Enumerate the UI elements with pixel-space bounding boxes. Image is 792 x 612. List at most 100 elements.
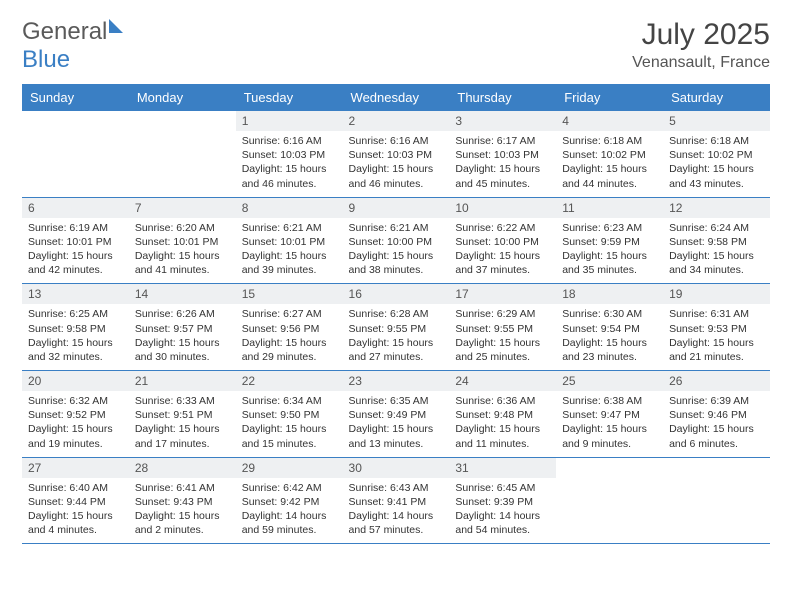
day-number: 3 <box>449 111 556 131</box>
sunset: Sunset: 9:43 PM <box>135 495 230 509</box>
daylight: Daylight: 15 hours and 45 minutes. <box>455 162 550 190</box>
logo-general: General <box>22 18 107 45</box>
sunrise: Sunrise: 6:21 AM <box>349 221 444 235</box>
week-row: 1Sunrise: 6:16 AMSunset: 10:03 PMDayligh… <box>22 111 770 197</box>
sunrise: Sunrise: 6:42 AM <box>242 481 337 495</box>
day-cell: 16Sunrise: 6:28 AMSunset: 9:55 PMDayligh… <box>343 284 450 371</box>
logo-triangle-icon <box>109 19 123 33</box>
daylight: Daylight: 15 hours and 34 minutes. <box>669 249 764 277</box>
week-row: 20Sunrise: 6:32 AMSunset: 9:52 PMDayligh… <box>22 371 770 458</box>
day-cell <box>129 111 236 197</box>
day-details: Sunrise: 6:39 AMSunset: 9:46 PMDaylight:… <box>663 391 770 457</box>
day-number: 18 <box>556 284 663 304</box>
dayhead-sun: Sunday <box>22 84 129 111</box>
sunset: Sunset: 10:03 PM <box>455 148 550 162</box>
day-number: 8 <box>236 198 343 218</box>
day-cell: 3Sunrise: 6:17 AMSunset: 10:03 PMDayligh… <box>449 111 556 197</box>
day-header-row: Sunday Monday Tuesday Wednesday Thursday… <box>22 84 770 111</box>
day-cell: 27Sunrise: 6:40 AMSunset: 9:44 PMDayligh… <box>22 457 129 544</box>
sunset: Sunset: 10:01 PM <box>135 235 230 249</box>
sunset: Sunset: 9:56 PM <box>242 322 337 336</box>
sunset: Sunset: 10:00 PM <box>455 235 550 249</box>
daylight: Daylight: 15 hours and 21 minutes. <box>669 336 764 364</box>
day-number: 22 <box>236 371 343 391</box>
day-details: Sunrise: 6:38 AMSunset: 9:47 PMDaylight:… <box>556 391 663 457</box>
day-number: 9 <box>343 198 450 218</box>
daylight: Daylight: 15 hours and 38 minutes. <box>349 249 444 277</box>
day-details: Sunrise: 6:24 AMSunset: 9:58 PMDaylight:… <box>663 218 770 284</box>
sunset: Sunset: 9:51 PM <box>135 408 230 422</box>
sunset: Sunset: 9:52 PM <box>28 408 123 422</box>
daylight: Daylight: 15 hours and 17 minutes. <box>135 422 230 450</box>
sunrise: Sunrise: 6:45 AM <box>455 481 550 495</box>
day-cell: 30Sunrise: 6:43 AMSunset: 9:41 PMDayligh… <box>343 457 450 544</box>
day-details: Sunrise: 6:35 AMSunset: 9:49 PMDaylight:… <box>343 391 450 457</box>
daylight: Daylight: 15 hours and 25 minutes. <box>455 336 550 364</box>
sunrise: Sunrise: 6:31 AM <box>669 307 764 321</box>
day-number: 5 <box>663 111 770 131</box>
day-number: 10 <box>449 198 556 218</box>
daylight: Daylight: 15 hours and 35 minutes. <box>562 249 657 277</box>
day-number: 13 <box>22 284 129 304</box>
day-cell: 25Sunrise: 6:38 AMSunset: 9:47 PMDayligh… <box>556 371 663 458</box>
daylight: Daylight: 15 hours and 43 minutes. <box>669 162 764 190</box>
dayhead-fri: Friday <box>556 84 663 111</box>
day-cell: 4Sunrise: 6:18 AMSunset: 10:02 PMDayligh… <box>556 111 663 197</box>
daylight: Daylight: 14 hours and 54 minutes. <box>455 509 550 537</box>
day-details: Sunrise: 6:32 AMSunset: 9:52 PMDaylight:… <box>22 391 129 457</box>
sunrise: Sunrise: 6:20 AM <box>135 221 230 235</box>
sunset: Sunset: 9:55 PM <box>455 322 550 336</box>
header: General Blue July 2025 Venansault, Franc… <box>22 18 770 74</box>
day-cell: 11Sunrise: 6:23 AMSunset: 9:59 PMDayligh… <box>556 197 663 284</box>
day-number: 21 <box>129 371 236 391</box>
daylight: Daylight: 15 hours and 46 minutes. <box>349 162 444 190</box>
day-details: Sunrise: 6:21 AMSunset: 10:00 PMDaylight… <box>343 218 450 284</box>
sunset: Sunset: 10:00 PM <box>349 235 444 249</box>
day-number: 23 <box>343 371 450 391</box>
day-cell: 9Sunrise: 6:21 AMSunset: 10:00 PMDayligh… <box>343 197 450 284</box>
day-cell <box>663 457 770 544</box>
daylight: Daylight: 15 hours and 39 minutes. <box>242 249 337 277</box>
sunrise: Sunrise: 6:16 AM <box>242 134 337 148</box>
day-cell <box>22 111 129 197</box>
sunset: Sunset: 9:49 PM <box>349 408 444 422</box>
day-details: Sunrise: 6:25 AMSunset: 9:58 PMDaylight:… <box>22 304 129 370</box>
sunrise: Sunrise: 6:21 AM <box>242 221 337 235</box>
sunrise: Sunrise: 6:35 AM <box>349 394 444 408</box>
day-number: 27 <box>22 458 129 478</box>
daylight: Daylight: 15 hours and 46 minutes. <box>242 162 337 190</box>
sunset: Sunset: 9:41 PM <box>349 495 444 509</box>
sunrise: Sunrise: 6:22 AM <box>455 221 550 235</box>
daylight: Daylight: 15 hours and 13 minutes. <box>349 422 444 450</box>
day-cell: 5 Sunrise: 6:18 AMSunset: 10:02 PMDayligh… <box>663 111 770 197</box>
title-block: July 2025 Venansault, France <box>632 18 770 72</box>
daylight: Daylight: 15 hours and 11 minutes. <box>455 422 550 450</box>
sunrise: Sunrise: 6:18 AM <box>669 134 764 148</box>
day-details: Sunrise: 6:45 AMSunset: 9:39 PMDaylight:… <box>449 478 556 544</box>
day-number: 6 <box>22 198 129 218</box>
day-details: Sunrise: 6:16 AMSunset: 10:03 PMDaylight… <box>343 131 450 197</box>
day-details: Sunrise: 6:30 AMSunset: 9:54 PMDaylight:… <box>556 304 663 370</box>
sunset: Sunset: 10:02 PM <box>669 148 764 162</box>
day-number: 29 <box>236 458 343 478</box>
daylight: Daylight: 15 hours and 2 minutes. <box>135 509 230 537</box>
daylight: Daylight: 15 hours and 9 minutes. <box>562 422 657 450</box>
dayhead-tue: Tuesday <box>236 84 343 111</box>
sunset: Sunset: 9:48 PM <box>455 408 550 422</box>
day-number: 31 <box>449 458 556 478</box>
sunrise: Sunrise: 6:33 AM <box>135 394 230 408</box>
dayhead-wed: Wednesday <box>343 84 450 111</box>
day-cell: 6Sunrise: 6:19 AMSunset: 10:01 PMDayligh… <box>22 197 129 284</box>
daylight: Daylight: 15 hours and 42 minutes. <box>28 249 123 277</box>
day-details: Sunrise: 6:22 AMSunset: 10:00 PMDaylight… <box>449 218 556 284</box>
daylight: Daylight: 14 hours and 57 minutes. <box>349 509 444 537</box>
day-cell: 18Sunrise: 6:30 AMSunset: 9:54 PMDayligh… <box>556 284 663 371</box>
day-details: Sunrise: 6:42 AMSunset: 9:42 PMDaylight:… <box>236 478 343 544</box>
daylight: Daylight: 15 hours and 15 minutes. <box>242 422 337 450</box>
dayhead-mon: Monday <box>129 84 236 111</box>
daylight: Daylight: 15 hours and 29 minutes. <box>242 336 337 364</box>
day-cell: 17Sunrise: 6:29 AMSunset: 9:55 PMDayligh… <box>449 284 556 371</box>
day-cell: 10Sunrise: 6:22 AMSunset: 10:00 PMDaylig… <box>449 197 556 284</box>
day-details: Sunrise: 6:21 AMSunset: 10:01 PMDaylight… <box>236 218 343 284</box>
day-number: 4 <box>556 111 663 131</box>
